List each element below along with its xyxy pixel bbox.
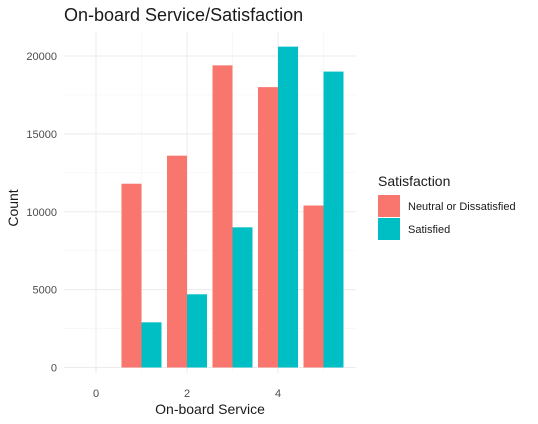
legend-title: Satisfaction — [378, 173, 450, 189]
legend-swatch-satisfied — [378, 218, 400, 240]
bar-satisfied-2 — [187, 294, 207, 368]
bar-neutral-or-dissatisfied-2 — [167, 155, 187, 368]
y-tick-label-15000: 15000 — [26, 129, 57, 141]
bar-satisfied-3 — [232, 227, 253, 368]
legend-swatch-neutral-or-dissatisfied — [378, 195, 400, 217]
x-tick-labels: 0 2 4 — [93, 388, 281, 400]
bar-neutral-or-dissatisfied-5 — [303, 205, 324, 368]
y-tick-label-10000: 10000 — [26, 207, 57, 219]
legend-label-satisfied: Satisfied — [408, 224, 450, 236]
bar-satisfied-5 — [323, 71, 344, 368]
y-axis-title: Count — [5, 189, 21, 226]
y-tick-label-5000: 5000 — [33, 285, 57, 297]
y-tick-label-0: 0 — [51, 363, 57, 375]
legend: Satisfaction Neutral or Dissatisfied Sat… — [378, 173, 516, 240]
bar-satisfied-4 — [278, 46, 298, 368]
legend-label-neutral-or-dissatisfied: Neutral or Dissatisfied — [408, 201, 516, 213]
x-tick-label-2: 2 — [184, 388, 190, 400]
x-axis-title: On-board Service — [155, 401, 265, 417]
y-tick-label-20000: 20000 — [26, 51, 57, 63]
bars — [121, 46, 344, 368]
x-tick-label-0: 0 — [93, 388, 99, 400]
bar-satisfied-1 — [141, 322, 162, 368]
bar-neutral-or-dissatisfied-4 — [258, 87, 278, 368]
chart-title: On-board Service/Satisfaction — [64, 5, 303, 25]
bar-neutral-or-dissatisfied-3 — [212, 65, 233, 368]
y-tick-labels: 0 5000 10000 15000 20000 — [26, 51, 57, 375]
x-tick-label-4: 4 — [275, 388, 281, 400]
bar-neutral-or-dissatisfied-1 — [121, 183, 142, 368]
